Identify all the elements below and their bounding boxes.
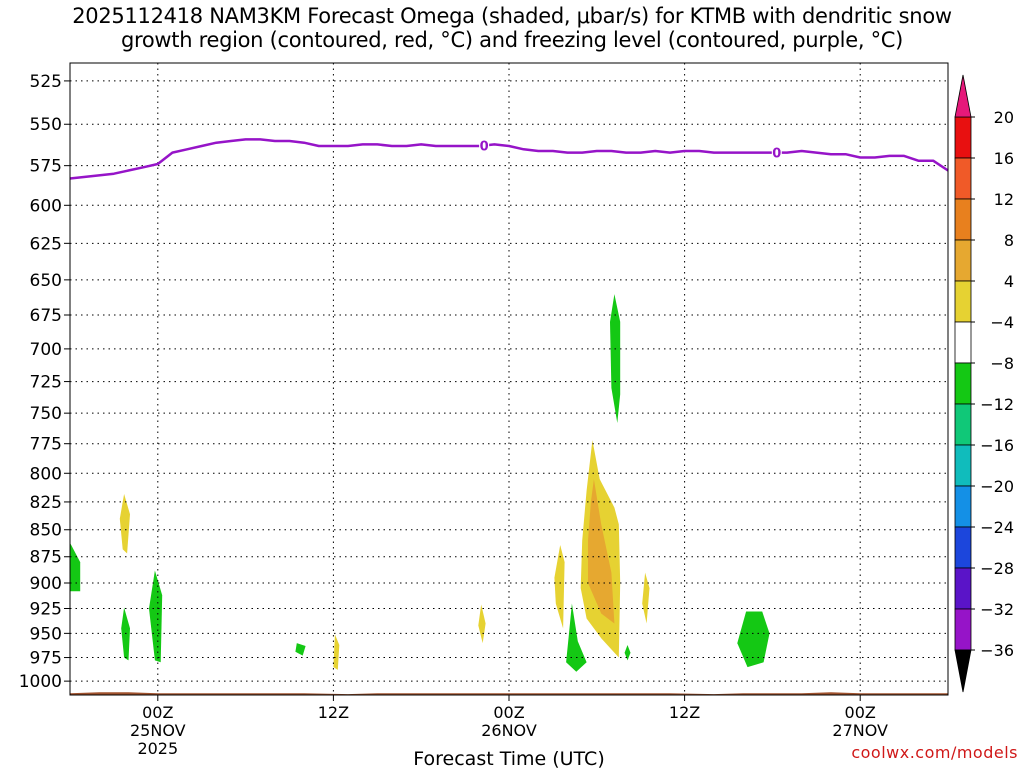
colorbar-label-1: 16 [994, 149, 1014, 168]
colorbar-label-8: −16 [980, 436, 1014, 455]
x-tick-label-12-0: 12Z [318, 703, 349, 722]
chart-title: 2025112418 NAM3KM Forecast Omega (shaded… [0, 4, 1024, 52]
y-tick-label-525: 525 [30, 72, 62, 92]
x-tick-label-36-0: 12Z [669, 703, 700, 722]
omega-shaded-regions [70, 294, 770, 672]
colorbar-segment-10 [954, 526, 972, 569]
omega-region-green-700 [610, 294, 621, 423]
terrain-layer [70, 692, 948, 695]
y-axis: 525 550 575 600 625 650 675 700 725 750 775 800 825 8… [19, 72, 70, 692]
colorbar-label-2: 12 [994, 190, 1014, 209]
x-tick-label-48-1: 27NOV [832, 721, 888, 740]
colorbar-segment-1 [954, 157, 972, 200]
omega-region-green-950-b [566, 603, 587, 672]
colorbar-label-11: −28 [980, 559, 1014, 578]
freezing-label-bg-1 [771, 144, 782, 161]
watermark: coolwx.com/models [851, 743, 1018, 762]
y-tick-label-875: 875 [30, 548, 62, 568]
colorbar-label-10: −24 [980, 518, 1014, 537]
omega-region-yellow-960 [333, 634, 340, 670]
freezing-level-label-0: 0 [480, 140, 489, 155]
freezing-label-bg-0 [479, 137, 490, 154]
omega-region-green-960 [737, 611, 770, 668]
omega-region-yellow-910 [642, 572, 650, 624]
colorbar-segment-4 [954, 280, 972, 323]
colorbar-segment-12 [954, 608, 972, 651]
colorbar-segment-5 [954, 321, 972, 364]
y-tick-label-800: 800 [30, 464, 62, 484]
colorbar-segment-0 [954, 116, 972, 159]
omega-region-green-left-edge [70, 542, 81, 592]
omega-region-yellow-small-22 [478, 604, 486, 644]
colorbar-label-5: −4 [990, 313, 1014, 332]
y-tick-label-975: 975 [30, 649, 62, 669]
y-tick-label-850: 850 [30, 521, 62, 541]
omega-region-yellow-900 [554, 545, 565, 629]
colorbar-label-9: −20 [980, 477, 1014, 496]
colorbar-segment-11 [954, 567, 972, 610]
chart-title-line-2: growth region (contoured, red, °C) and f… [120, 28, 904, 52]
omega-region-orange-big [588, 479, 615, 624]
y-tick-label-1000: 1000 [19, 672, 62, 692]
colorbar-label-0: 20 [994, 108, 1014, 127]
x-tick-label-0-0: 00Z [142, 703, 173, 722]
y-tick-label-600: 600 [30, 196, 62, 216]
omega-region-green-920 [149, 570, 163, 663]
y-tick-label-675: 675 [30, 306, 62, 326]
y-tick-label-900: 900 [30, 574, 62, 594]
x-axis-title: Forecast Time (UTC) [413, 748, 604, 768]
chart-title-line-1: 2025112418 NAM3KM Forecast Omega (shaded… [72, 4, 952, 28]
x-tick-label-48-0: 00Z [845, 703, 876, 722]
x-tick-label-0-1: 25NOV [130, 721, 186, 740]
colorbar-segment-6 [954, 362, 972, 405]
omega-region-green-small-965 [295, 643, 306, 656]
colorbar-segment-8 [954, 444, 972, 487]
y-tick-label-625: 625 [30, 234, 62, 254]
terrain-fill [70, 692, 948, 695]
colorbar-label-6: −8 [990, 354, 1014, 373]
colorbar-label-7: −12 [980, 395, 1014, 414]
freezing-level-line [69, 138, 949, 180]
colorbar-segment-7 [954, 403, 972, 446]
gridlines [70, 63, 948, 695]
colorbar-segment-2 [954, 198, 972, 241]
x-tick-label-0-2: 2025 [137, 739, 178, 758]
y-tick-label-650: 650 [30, 271, 62, 291]
omega-region-green-small-970 [624, 645, 631, 661]
y-tick-label-575: 575 [30, 157, 62, 177]
colorbar-label-4: 4 [1004, 272, 1014, 291]
omega-region-green-950-a [121, 607, 130, 661]
colorbar-label-12: −32 [980, 600, 1014, 619]
colorbar-label-3: 8 [1004, 231, 1014, 250]
omega-region-yellow-830 [119, 494, 130, 554]
y-tick-label-725: 725 [30, 373, 62, 393]
colorbar-top-arrow [954, 74, 972, 118]
y-tick-label-825: 825 [30, 493, 62, 513]
y-tick-label-750: 750 [30, 404, 62, 424]
omega-colorbar: 20 16 12 8 4 −4 −8 −12 −16 −20 −24 −28 −32 −36 [954, 74, 1014, 693]
y-tick-label-925: 925 [30, 600, 62, 620]
colorbar-bottom-arrow [954, 649, 972, 693]
y-tick-label-775: 775 [30, 435, 62, 455]
y-tick-label-550: 550 [30, 115, 62, 135]
colorbar-segment-3 [954, 239, 972, 282]
y-tick-label-950: 950 [30, 624, 62, 644]
y-tick-label-700: 700 [30, 340, 62, 360]
freezing-level-label-1: 0 [772, 147, 781, 162]
colorbar-label-13: −36 [980, 641, 1014, 660]
x-tick-label-24-0: 00Z [493, 703, 524, 722]
colorbar-segment-9 [954, 485, 972, 528]
x-tick-label-24-1: 26NOV [481, 721, 537, 740]
